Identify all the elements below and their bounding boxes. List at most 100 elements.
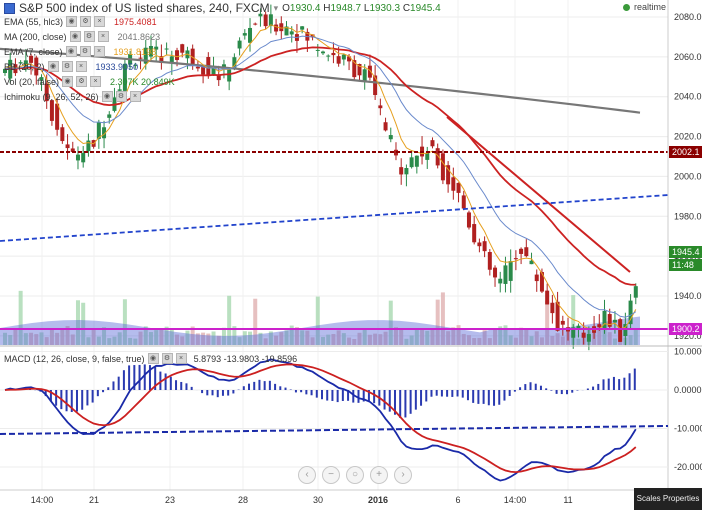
macd-bar <box>482 390 485 404</box>
volume-bar <box>227 295 232 345</box>
macd-bar <box>221 390 224 396</box>
macd-bar <box>571 390 574 393</box>
volume-bar <box>289 325 294 345</box>
candle <box>472 224 477 243</box>
eye-icon[interactable]: ◉ <box>47 61 59 72</box>
gear-icon[interactable]: ⚙ <box>79 46 91 57</box>
scroll-left-button[interactable]: ‹ <box>298 466 316 484</box>
macd-histogram <box>8 364 636 419</box>
macd-bar <box>534 383 537 390</box>
volume-bar <box>435 299 440 345</box>
candle <box>373 75 378 96</box>
gear-icon[interactable]: ⚙ <box>76 76 88 87</box>
candle <box>633 286 638 298</box>
candle <box>169 56 174 64</box>
macd-line <box>4 358 637 482</box>
volume-bar <box>550 335 555 345</box>
close-icon[interactable]: × <box>129 91 141 102</box>
zoom-out-button[interactable]: − <box>322 466 340 484</box>
gear-icon[interactable]: ⚙ <box>61 61 73 72</box>
candle <box>326 55 331 57</box>
chevron-down-icon[interactable]: ▾ <box>273 2 279 13</box>
time-axis-label: 28 <box>238 495 248 505</box>
macd-legend: MACD (12, 26, close, 9, false, true) ◉ ⚙… <box>4 353 297 364</box>
macd-bar <box>331 390 334 401</box>
eye-icon[interactable]: ◉ <box>69 31 81 42</box>
macd-bar <box>321 390 323 400</box>
candle <box>352 60 357 78</box>
macd-bar <box>607 378 610 390</box>
macd-bar <box>310 390 313 396</box>
price-axis-label: 2060.0 <box>674 52 702 62</box>
close-icon[interactable]: × <box>175 353 187 364</box>
macd-bar <box>393 390 396 415</box>
macd-bar <box>399 390 402 419</box>
volume-bar <box>112 336 117 345</box>
candle <box>117 89 122 91</box>
macd-bar <box>472 390 475 403</box>
volume-bar <box>378 334 383 345</box>
gear-icon[interactable]: ⚙ <box>161 353 173 364</box>
macd-bar <box>143 364 146 390</box>
candle <box>623 324 628 337</box>
volume-bar <box>279 332 284 345</box>
price-tag-bg <box>669 259 702 271</box>
volume-bar <box>206 333 211 345</box>
macd-bar <box>466 390 469 401</box>
macd-bar <box>274 383 277 390</box>
gear-icon[interactable]: ⚙ <box>80 16 92 27</box>
volume-bar <box>284 330 289 345</box>
scales-properties-button[interactable]: Scales Properties <box>634 488 702 510</box>
volume-bar <box>96 336 101 345</box>
macd-bar <box>86 390 89 406</box>
close-icon[interactable]: × <box>93 46 105 57</box>
candle <box>425 152 430 160</box>
eye-icon[interactable]: ◉ <box>62 76 74 87</box>
reset-button[interactable]: ○ <box>346 466 364 484</box>
candle <box>70 148 75 152</box>
macd-bar <box>503 390 506 401</box>
gear-icon[interactable]: ⚙ <box>83 31 95 42</box>
volume-bar <box>576 338 581 345</box>
candle <box>597 324 602 328</box>
macd-bar <box>206 390 209 396</box>
candle <box>378 105 383 109</box>
macd-bar <box>367 390 370 402</box>
macd-bar <box>633 368 636 390</box>
indicator-label: Vol (20, false) <box>4 76 60 87</box>
macd-bar <box>49 390 52 402</box>
close-icon[interactable]: × <box>94 16 106 27</box>
candle <box>336 56 341 64</box>
eye-icon[interactable]: ◉ <box>147 353 159 364</box>
eye-icon[interactable]: ◉ <box>66 16 78 27</box>
macd-bar <box>315 390 318 398</box>
candle <box>284 26 289 36</box>
macd-bar <box>242 386 245 390</box>
candle <box>263 14 268 27</box>
volume-bar <box>180 336 185 345</box>
ma200-line <box>0 47 641 114</box>
close-icon[interactable]: × <box>90 76 102 87</box>
volume-bar <box>91 329 96 345</box>
close-icon[interactable]: × <box>75 61 87 72</box>
scroll-right-button[interactable]: › <box>394 466 412 484</box>
bb-mid-line <box>4 35 637 318</box>
time-axis-label: 6 <box>455 495 460 505</box>
eye-icon[interactable]: ◉ <box>65 46 77 57</box>
price-tag-label: 1900.2 <box>672 324 700 334</box>
indicator-row: Vol (20, false) ◉ ⚙ × 2.307K 20.849K <box>4 76 175 87</box>
zoom-in-button[interactable]: + <box>370 466 388 484</box>
macd-bar <box>164 373 167 390</box>
candle <box>503 265 508 284</box>
gear-icon[interactable]: ⚙ <box>115 91 127 102</box>
close-icon[interactable]: × <box>97 31 109 42</box>
candle <box>248 27 253 43</box>
candle <box>388 135 393 140</box>
price-axis-label: 1920.0 <box>674 331 702 341</box>
candle <box>529 260 534 265</box>
volume-bar <box>242 331 247 345</box>
price-tag-label: 2002.1 <box>672 147 700 157</box>
volume-bar <box>487 338 492 345</box>
eye-icon[interactable]: ◉ <box>101 91 113 102</box>
